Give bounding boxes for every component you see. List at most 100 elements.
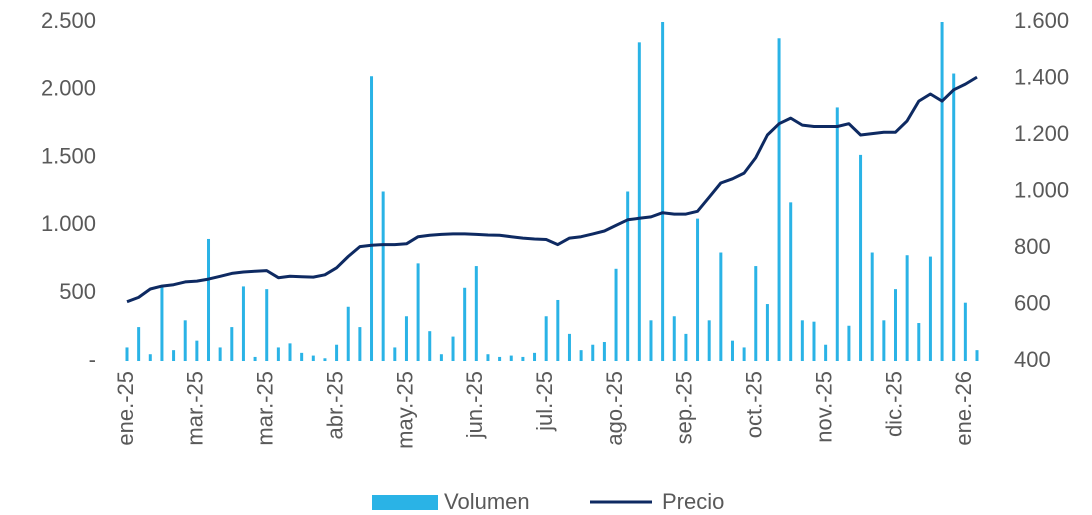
- bar: [335, 344, 339, 361]
- bar: [707, 320, 711, 361]
- bar: [358, 327, 362, 361]
- bar: [218, 347, 222, 361]
- bar: [404, 316, 408, 361]
- y-tick-label: 1.000: [41, 211, 96, 236]
- y2-tick-label: 600: [1014, 290, 1051, 315]
- bar: [567, 333, 571, 361]
- bar: [963, 302, 967, 361]
- x-tick-label: dic.-25: [881, 371, 906, 437]
- bar: [835, 107, 839, 361]
- y2-tick-label: 800: [1014, 234, 1051, 259]
- bar: [649, 320, 653, 361]
- bar: [323, 358, 327, 361]
- bar: [824, 344, 828, 361]
- bar: [870, 252, 874, 361]
- y2-tick-label: 1.000: [1014, 177, 1069, 202]
- bar: [370, 76, 374, 362]
- bar: [754, 266, 758, 361]
- bar: [265, 289, 269, 361]
- x-tick-label: jul.-25: [532, 371, 557, 432]
- bar: [789, 202, 793, 361]
- x-tick-label: nov.-25: [811, 371, 836, 443]
- x-tick-label: ene.-25: [113, 371, 138, 446]
- bar: [661, 22, 665, 361]
- x-tick-label: jun.-25: [462, 371, 487, 439]
- bar: [800, 320, 804, 361]
- bar: [346, 306, 350, 361]
- bar: [230, 327, 234, 361]
- bar: [253, 356, 257, 361]
- bar: [311, 355, 315, 361]
- y2-tick-label: 1.400: [1014, 64, 1069, 89]
- bar: [288, 343, 292, 361]
- y-tick-label: 2.000: [41, 76, 96, 101]
- bar: [463, 287, 467, 361]
- y2-tick-label: 1.600: [1014, 8, 1069, 33]
- bar: [859, 154, 863, 361]
- bar: [614, 268, 618, 361]
- bar: [975, 350, 979, 361]
- bar: [148, 354, 152, 361]
- x-tick-label: mar.-25: [183, 371, 208, 446]
- x-tick-label: ago.-25: [602, 371, 627, 446]
- x-tick-label: oct.-25: [742, 371, 767, 438]
- bar: [160, 286, 164, 361]
- bar: [847, 325, 851, 361]
- bar: [882, 320, 886, 361]
- bar: [637, 42, 641, 362]
- bar: [556, 299, 560, 361]
- bar: [579, 350, 583, 361]
- bar: [917, 323, 921, 361]
- bar: [509, 355, 513, 361]
- y-tick-label: 500: [59, 279, 96, 304]
- bar: [684, 333, 688, 361]
- x-tick-label: mar.-25: [253, 371, 278, 446]
- x-tick-label: abr.-25: [322, 371, 347, 440]
- bar: [172, 350, 176, 361]
- bar: [940, 22, 944, 361]
- bar: [207, 238, 211, 361]
- bar: [183, 320, 187, 361]
- bar: [928, 256, 932, 361]
- legend-label: Precio: [662, 489, 724, 514]
- bar: [276, 347, 280, 361]
- bar: [742, 347, 746, 361]
- bar: [765, 304, 769, 361]
- bar: [393, 347, 397, 361]
- y-tick-label: -: [89, 347, 96, 372]
- y-tick-label: 2.500: [41, 8, 96, 33]
- bar: [498, 356, 502, 361]
- bar: [719, 252, 723, 361]
- y2-tick-label: 1.200: [1014, 121, 1069, 146]
- bar: [521, 356, 525, 361]
- bar: [137, 327, 141, 361]
- x-tick-label: sep.-25: [672, 371, 697, 444]
- bar: [451, 336, 455, 361]
- legend-label: Volumen: [444, 489, 530, 514]
- bar: [125, 347, 129, 361]
- bar: [533, 352, 537, 361]
- bar: [952, 73, 956, 361]
- bar: [696, 218, 700, 361]
- bar: [416, 263, 420, 361]
- x-tick-label: may.-25: [392, 371, 417, 449]
- bar: [777, 38, 781, 361]
- bar: [474, 266, 478, 361]
- bar: [672, 316, 676, 361]
- x-tick-label: ene.-26: [951, 371, 976, 446]
- bar: [626, 191, 630, 361]
- bar: [300, 352, 304, 361]
- bar: [428, 331, 432, 361]
- bar: [195, 340, 199, 361]
- bar: [730, 340, 734, 361]
- price-line: [126, 75, 978, 304]
- y2-tick-label: 400: [1014, 347, 1051, 372]
- bar: [905, 255, 909, 361]
- bar: [486, 354, 490, 361]
- y-tick-label: 1.500: [41, 143, 96, 168]
- legend-swatch: [372, 495, 438, 510]
- bar: [602, 342, 606, 361]
- bar: [439, 354, 443, 361]
- bar: [893, 289, 897, 361]
